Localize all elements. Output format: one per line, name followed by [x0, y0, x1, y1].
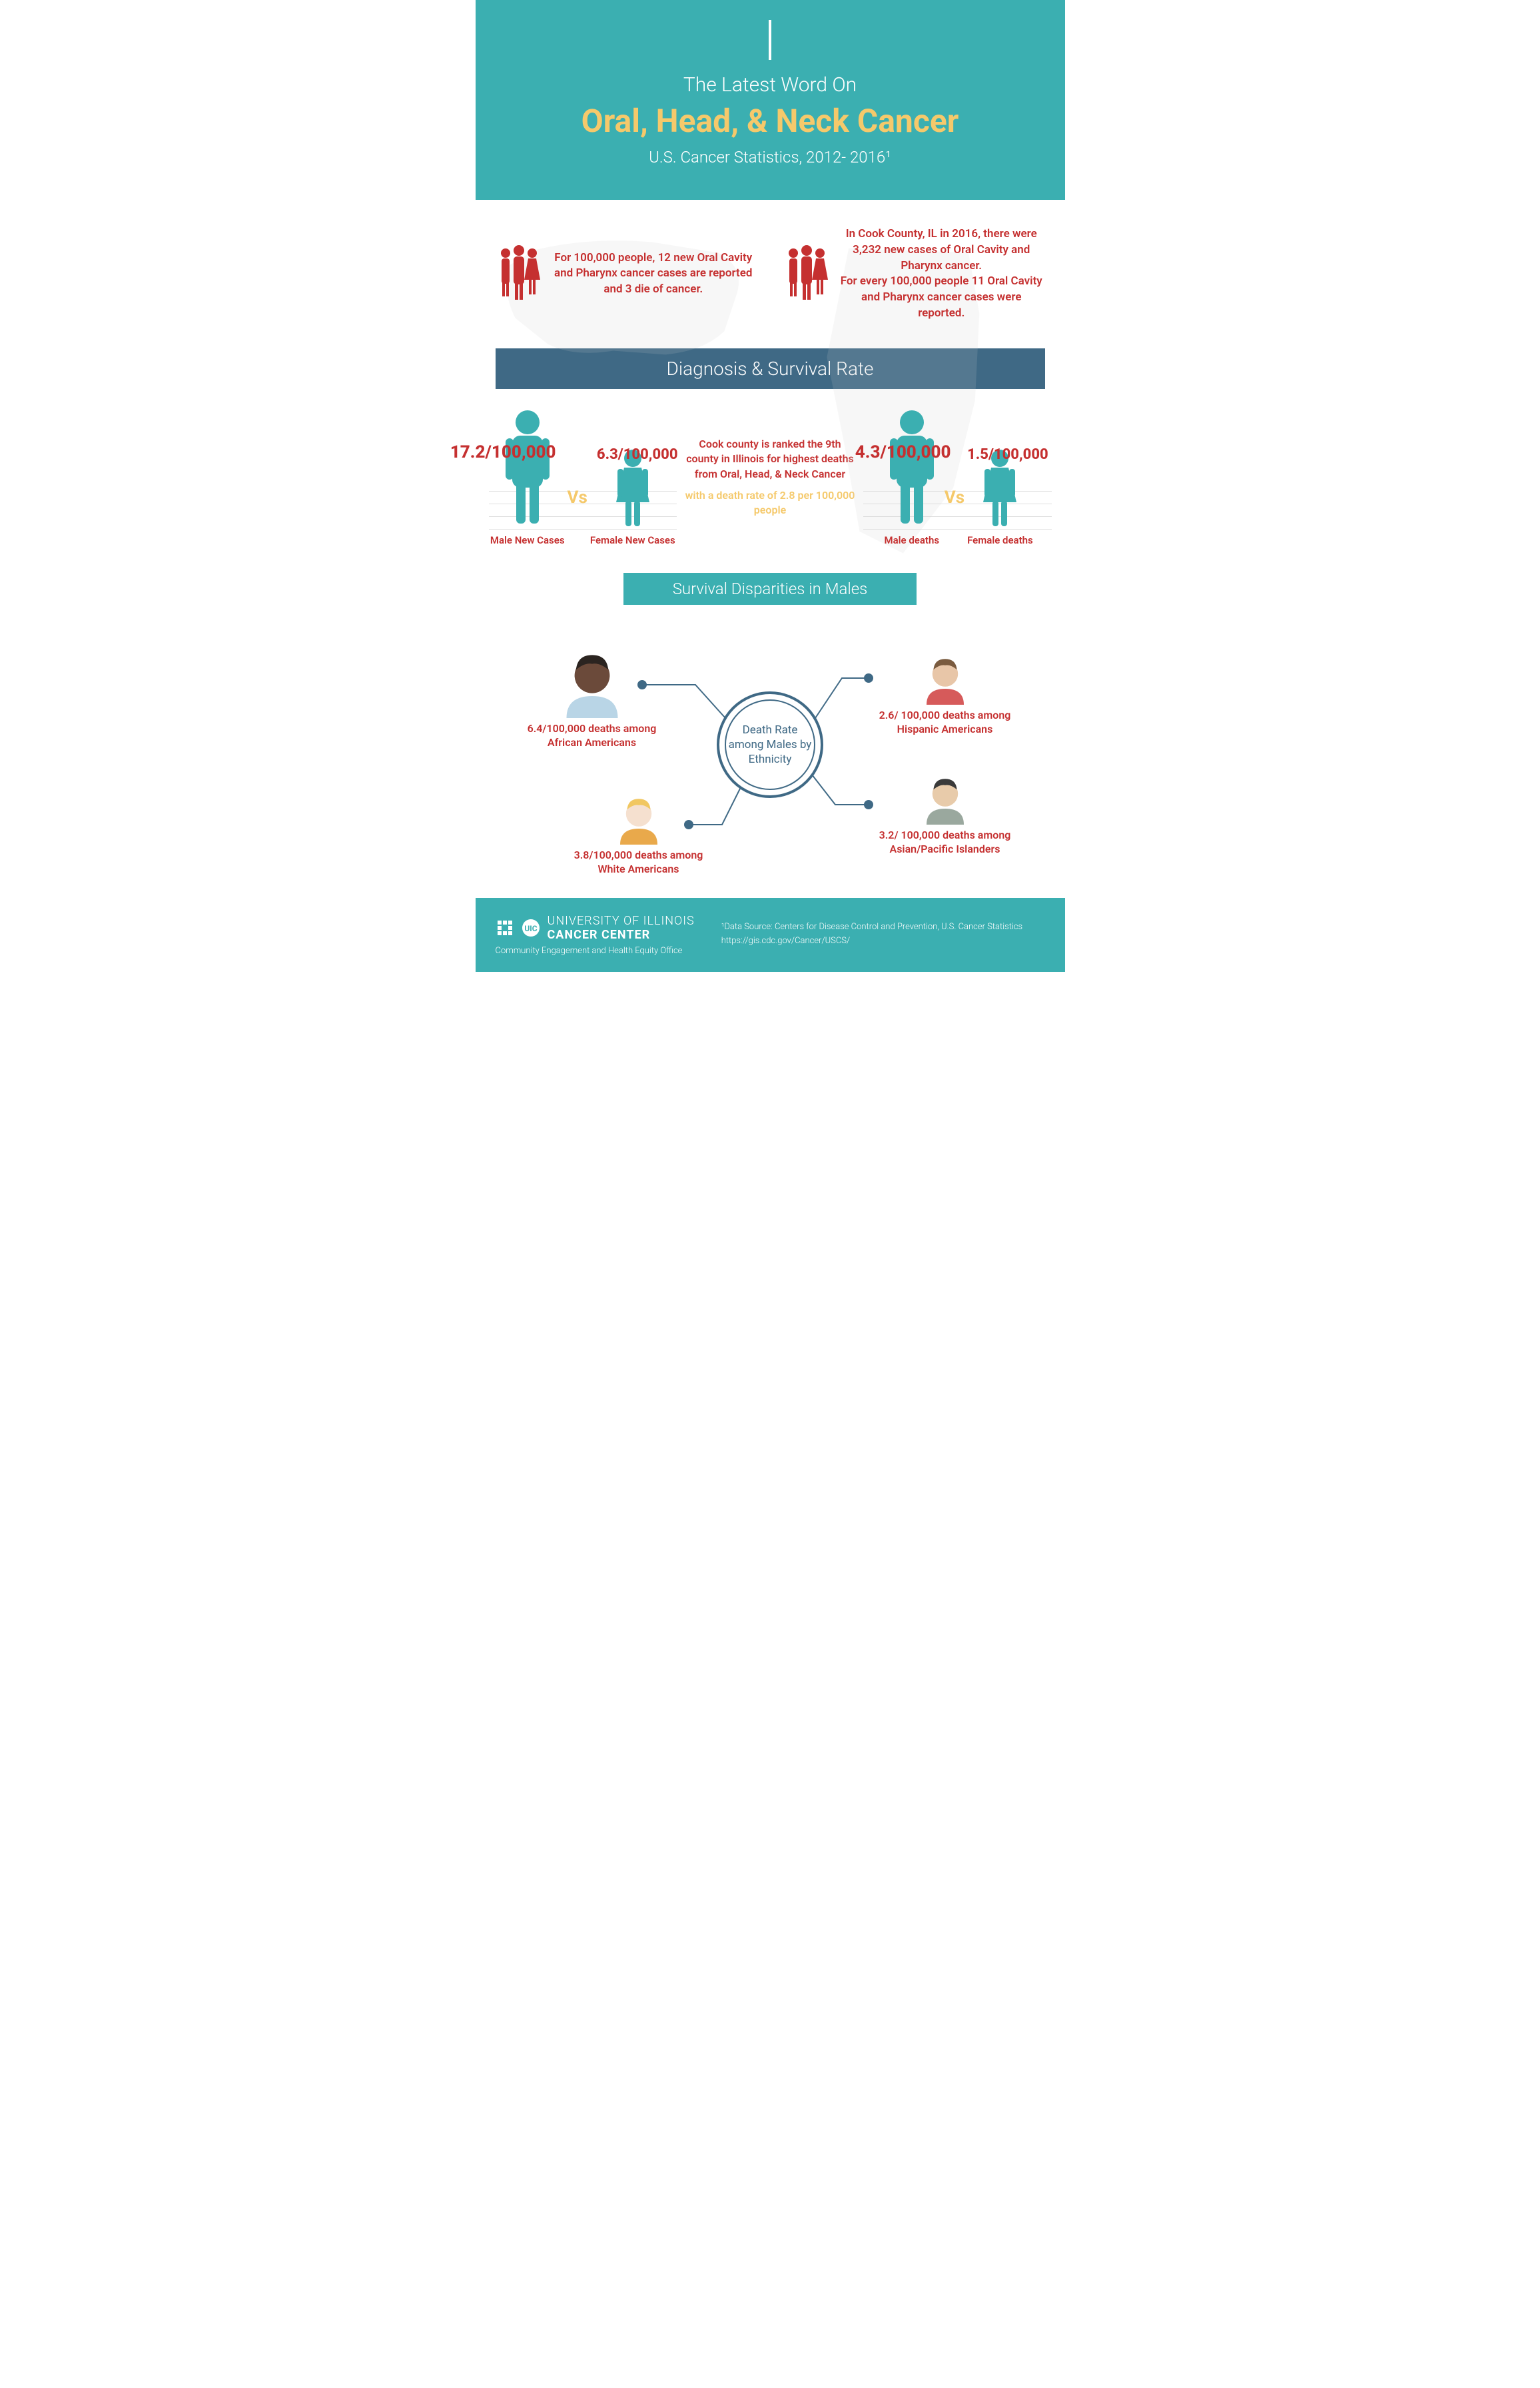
people-group-icon: [783, 244, 830, 304]
uic-logo-icon: [496, 919, 514, 937]
female-new-value: 6.3/100,000: [597, 446, 678, 463]
center-circle: Death Rate among Males by Ethnicity: [717, 691, 823, 798]
header-subtitle: U.S. Cancer Statistics, 2012- 2016¹: [489, 148, 1052, 167]
footer-brand-line1: UNIVERSITY OF ILLINOIS: [548, 914, 695, 928]
disparity-item-african: 6.4/100,000 deaths among African America…: [516, 645, 669, 750]
footer-source: ¹Data Source: Centers for Disease Contro…: [721, 921, 1045, 949]
footer-brand: UIC UNIVERSITY OF ILLINOIS CANCER CENTER…: [496, 914, 695, 956]
female-new-cases: 6.3/100,000 Female New Cases: [590, 449, 675, 546]
disparity-text-white: 3.8/100,000 deaths among White Americans: [562, 849, 715, 877]
vs-label: Vs: [568, 488, 587, 508]
header-pretitle: The Latest Word On: [489, 73, 1052, 97]
male-new-cases: 17.2/100,000 Male New Cases: [490, 409, 565, 546]
male-deaths: 4.3/100,000 Male deaths: [882, 409, 942, 546]
header-divider: [769, 20, 771, 60]
svg-text:UIC: UIC: [524, 924, 537, 933]
people-group-icon: [496, 244, 542, 304]
female-deaths: 1.5/100,000 Female deaths: [967, 449, 1033, 546]
footer-source-text: ¹Data Source: Centers for Disease Contro…: [721, 921, 1045, 935]
female-new-label: Female New Cases: [590, 534, 675, 546]
female-deaths-value: 1.5/100,000: [967, 446, 1048, 463]
footer: UIC UNIVERSITY OF ILLINOIS CANCER CENTER…: [476, 898, 1065, 972]
intro-left: For 100,000 people, 12 new Oral Cavity a…: [496, 226, 757, 322]
footer-brand-sub: Community Engagement and Health Equity O…: [496, 946, 695, 956]
avatar-icon-asian: [919, 771, 972, 825]
disparities-section: Death Rate among Males by Ethnicity 6.4/…: [496, 611, 1045, 878]
header-title: Oral, Head, & Neck Cancer: [489, 102, 1052, 140]
disparity-text-african: 6.4/100,000 deaths among African America…: [516, 722, 669, 750]
diagnosis-right: 4.3/100,000 Male deaths Vs 1.5/100,000: [863, 409, 1052, 546]
disparity-item-hispanic: 2.6/ 100,000 deaths among Hispanic Ameri…: [869, 651, 1022, 737]
diagnosis-left: 17.2/100,000 Male New Cases Vs 6.3/100,0…: [489, 409, 677, 546]
intro-right: In Cook County, IL in 2016, there were 3…: [783, 226, 1045, 322]
male-deaths-value: 4.3/100,000: [855, 442, 951, 462]
avatar-icon-african: [556, 645, 629, 718]
disparity-item-white: 3.8/100,000 deaths among White Americans: [562, 791, 715, 877]
avatar-icon-white: [612, 791, 665, 845]
vs-label: Vs: [945, 488, 964, 508]
diagnosis-section: 17.2/100,000 Male New Cases Vs 6.3/100,0…: [476, 389, 1065, 560]
avatar-icon-hispanic: [919, 651, 972, 705]
male-new-value: 17.2/100,000: [450, 442, 556, 462]
intro-section: For 100,000 people, 12 new Oral Cavity a…: [476, 200, 1065, 348]
header: The Latest Word On Oral, Head, & Neck Ca…: [476, 0, 1065, 200]
male-deaths-label: Male deaths: [882, 534, 942, 546]
disparity-text-hispanic: 2.6/ 100,000 deaths among Hispanic Ameri…: [869, 709, 1022, 737]
footer-url: https://gis.cdc.gov/Cancer/USCS/: [721, 935, 1045, 949]
male-person-icon: [498, 409, 558, 529]
intro-left-text: For 100,000 people, 12 new Oral Cavity a…: [550, 250, 757, 298]
disparities-title-bar: Survival Disparities in Males: [623, 573, 917, 605]
male-person-icon: [882, 409, 942, 529]
center-circle-text: Death Rate among Males by Ethnicity: [719, 723, 821, 767]
disparity-item-asian: 3.2/ 100,000 deaths among Asian/Pacific …: [869, 771, 1022, 857]
intro-right-text: In Cook County, IL in 2016, there were 3…: [838, 226, 1045, 322]
disparity-text-asian: 3.2/ 100,000 deaths among Asian/Pacific …: [869, 829, 1022, 857]
uic-circle-icon: UIC: [521, 918, 541, 938]
male-new-label: Male New Cases: [490, 534, 565, 546]
female-deaths-label: Female deaths: [967, 534, 1033, 546]
footer-brand-line2: CANCER CENTER: [548, 928, 651, 942]
